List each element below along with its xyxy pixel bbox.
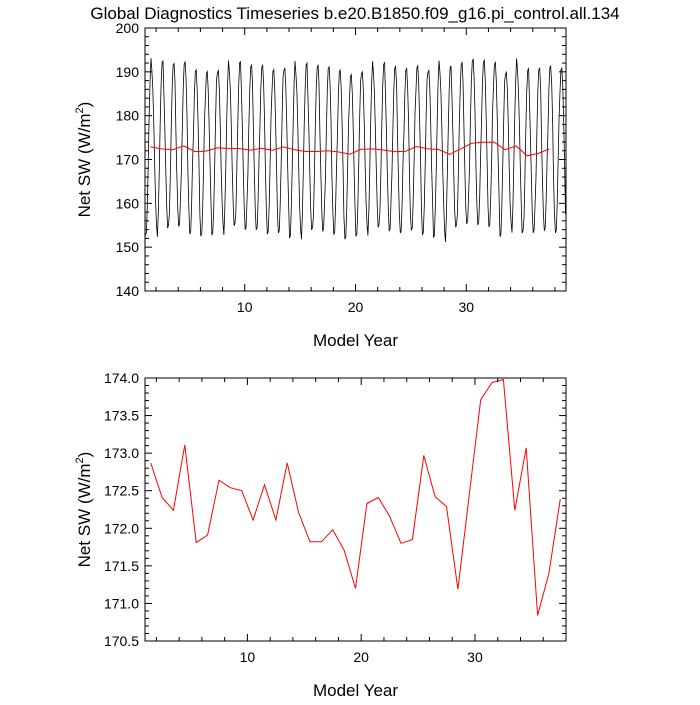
bottom-y-tick-label: 170.5 [104, 633, 139, 649]
bottom-y-tick-label: 173.0 [104, 445, 139, 461]
top-y-axis-label: Net SW (W/m2) [74, 102, 94, 218]
top-y-tick-label: 160 [116, 195, 140, 211]
top-y-axis-label-close: ) [75, 102, 94, 108]
bottom-y-tick-label: 171.0 [104, 595, 139, 611]
top-y-tick-label: 190 [116, 64, 140, 80]
top-x-tick-label: 30 [459, 299, 475, 315]
chart-title: Global Diagnostics Timeseries b.e20.B185… [90, 4, 619, 23]
bottom-annual-plot: 170.5 171.0 171.5 172.0 172.5 173.0 173.5 174.0… [74, 370, 566, 700]
bottom-x-tick-label: 30 [467, 649, 483, 665]
annual-mean-line-top [151, 142, 550, 156]
bottom-plot-series [151, 379, 561, 615]
bottom-x-tick-label: 10 [240, 649, 256, 665]
bottom-plot-ticks: 170.5 171.0 171.5 172.0 172.5 173.0 173.5 174.0… [104, 370, 566, 665]
bottom-y-tick-label: 171.5 [104, 558, 139, 574]
top-y-tick-label: 180 [116, 108, 140, 124]
annual-mean-line-bottom [151, 380, 561, 616]
bottom-x-axis-label: Model Year [313, 681, 398, 700]
bottom-x-tick-label: 20 [353, 649, 369, 665]
top-y-axis-label-main: Net SW (W/m [75, 113, 94, 217]
top-plot-series [145, 58, 565, 242]
bottom-y-axis-label-main: Net SW (W/m [75, 463, 94, 567]
top-timeseries-plot: 140 150 160 170 180 190 200 10 20 30 Model Year N… [74, 20, 566, 350]
top-x-tick-label: 20 [348, 299, 364, 315]
bottom-y-tick-label: 173.5 [104, 408, 139, 424]
bottom-y-tick-label: 172.5 [104, 483, 139, 499]
top-x-axis-label: Model Year [313, 331, 398, 350]
bottom-y-tick-label: 172.0 [104, 520, 139, 536]
top-y-tick-label: 200 [116, 20, 140, 36]
top-y-tick-label: 150 [116, 239, 140, 255]
top-x-tick-label: 10 [237, 299, 253, 315]
bottom-y-tick-label: 174.0 [104, 370, 139, 386]
bottom-plot-frame [145, 378, 566, 641]
top-y-tick-label: 170 [116, 152, 140, 168]
bottom-y-axis-label-close: ) [75, 452, 94, 458]
top-y-tick-label: 140 [116, 283, 140, 299]
bottom-y-axis-label: Net SW (W/m2) [74, 452, 94, 568]
